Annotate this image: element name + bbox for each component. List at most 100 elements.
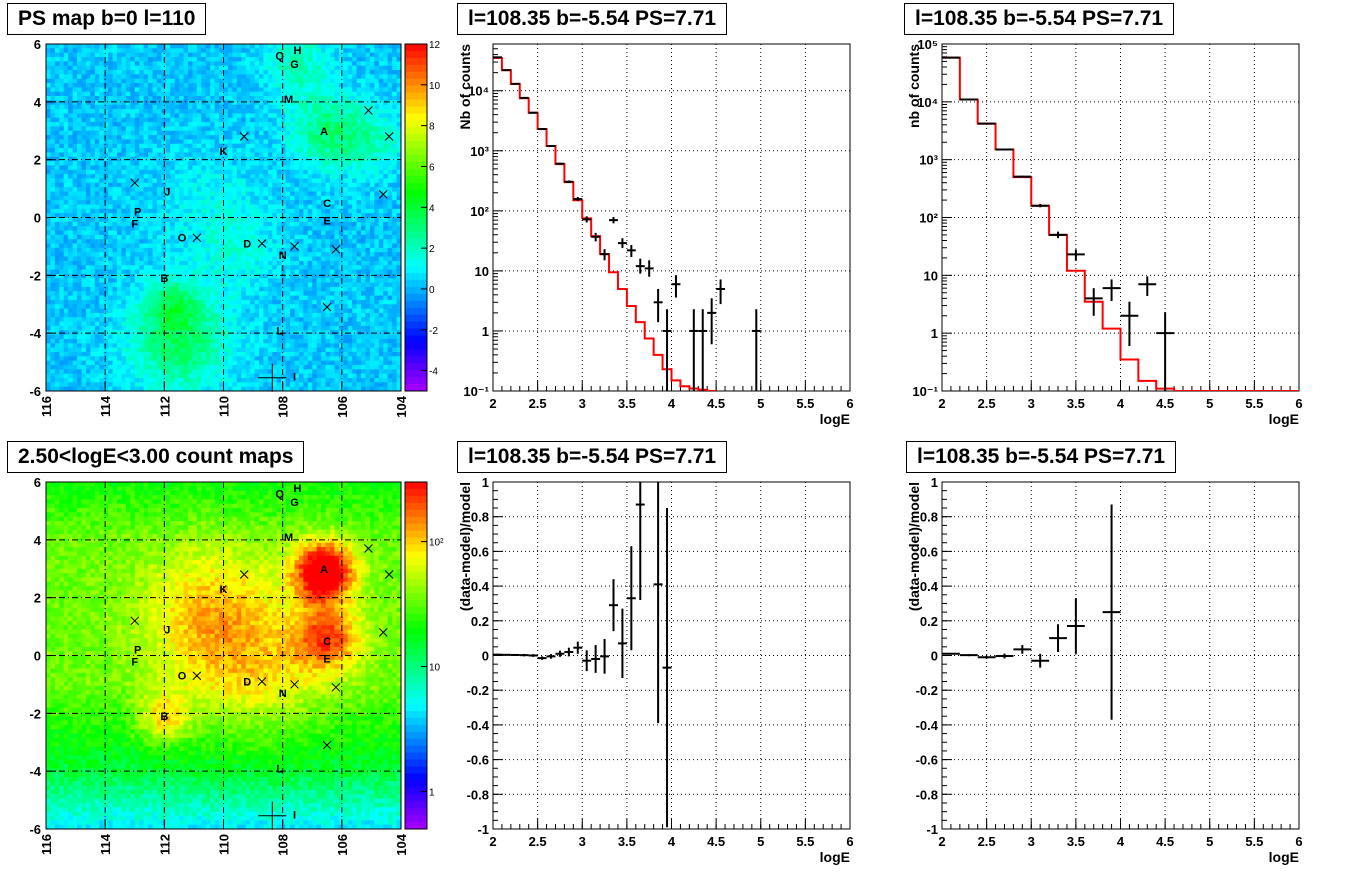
- map-cell: [143, 113, 149, 119]
- map-cell: [81, 256, 87, 262]
- map-cell: [192, 278, 198, 283]
- map-cell: [94, 126, 100, 132]
- map-cell: [307, 286, 313, 292]
- map-cell: [236, 286, 242, 292]
- map-cell: [196, 165, 202, 171]
- map-cell: [316, 217, 322, 223]
- map-cell: [298, 208, 304, 214]
- map-cell: [259, 65, 264, 71]
- map-cell: [192, 152, 198, 158]
- map-cell: [125, 74, 131, 80]
- map-cell: [179, 239, 184, 244]
- map-cell: [179, 226, 184, 231]
- map-cell: [316, 182, 322, 188]
- map-cell: [112, 351, 118, 357]
- map-cell: [134, 135, 140, 140]
- map-cell: [316, 87, 322, 93]
- map-cell: [281, 187, 287, 192]
- map-cell: [307, 317, 313, 322]
- map-cell: [103, 152, 109, 158]
- map-cell: [130, 282, 136, 288]
- map-cell: [201, 260, 207, 266]
- map-cell: [152, 373, 158, 379]
- map-cell: [307, 265, 313, 270]
- map-cell: [46, 57, 51, 62]
- map-cell: [188, 273, 193, 279]
- map-cell: [290, 260, 295, 266]
- map-cell: [59, 57, 65, 62]
- map-cell: [196, 256, 202, 262]
- map-cell: [54, 243, 60, 249]
- map-cell: [143, 191, 149, 197]
- map-cell: [121, 187, 127, 192]
- map-cell: [205, 217, 211, 223]
- map-cell: [210, 317, 216, 322]
- map-cell: [290, 195, 295, 201]
- map-cell: [298, 100, 304, 106]
- map-cell: [298, 126, 304, 132]
- map-cell: [165, 122, 171, 127]
- map-cell: [196, 239, 202, 244]
- map-cell: [205, 265, 211, 270]
- map-cell: [205, 91, 211, 97]
- map-cell: [121, 87, 127, 93]
- map-cell: [152, 282, 158, 288]
- map-cell: [170, 182, 176, 188]
- map-cell: [183, 217, 189, 223]
- map-cell: [294, 169, 300, 175]
- map-cell: [112, 221, 118, 227]
- map-cell: [81, 74, 87, 80]
- map-cell: [54, 343, 60, 349]
- map-cell: [46, 299, 51, 305]
- map-cell: [99, 104, 105, 110]
- map-cell: [99, 360, 105, 366]
- map-cell: [170, 91, 176, 97]
- map-cell: [236, 312, 242, 318]
- map-cell: [108, 351, 113, 357]
- map-cell: [143, 291, 149, 296]
- map-cell: [290, 291, 295, 296]
- map-cell: [285, 338, 291, 344]
- map-cell: [321, 169, 326, 175]
- map-cell: [259, 213, 264, 218]
- map-cell: [312, 165, 318, 171]
- map-cell: [281, 317, 287, 322]
- map-cell: [139, 256, 145, 262]
- map-cell: [139, 44, 145, 49]
- map-cell: [130, 161, 136, 166]
- map-cell: [259, 334, 264, 340]
- map-cell: [219, 373, 224, 379]
- map-cell: [205, 325, 211, 331]
- map-cell: [165, 78, 171, 84]
- map-cell: [143, 148, 149, 153]
- map-cell: [276, 152, 282, 158]
- map-cell: [139, 174, 145, 179]
- map-cell: [85, 278, 91, 283]
- map-cell: [227, 369, 233, 375]
- map-cell: [174, 165, 180, 171]
- map-cell: [59, 334, 65, 340]
- map-cell: [281, 382, 287, 388]
- map-cell: [117, 278, 122, 283]
- map-cell: [267, 243, 273, 249]
- map-cell: [272, 61, 278, 67]
- map-cell: [303, 239, 309, 244]
- map-cell: [125, 217, 131, 223]
- map-cell: [294, 325, 300, 331]
- map-cell: [170, 364, 176, 370]
- map-cell: [94, 78, 100, 84]
- map-cell: [94, 377, 100, 383]
- map-cell: [174, 174, 180, 179]
- map-cell: [174, 156, 180, 162]
- map-cell: [267, 161, 273, 166]
- map-cell: [210, 343, 216, 349]
- map-cell: [219, 61, 224, 67]
- map-cell: [188, 113, 193, 119]
- map-cell: [72, 191, 78, 197]
- map-cell: [161, 373, 167, 379]
- map-cell: [232, 377, 238, 383]
- map-cell: [285, 135, 291, 140]
- map-cell: [298, 109, 304, 114]
- map-cell: [50, 226, 56, 231]
- map-cell: [192, 70, 198, 75]
